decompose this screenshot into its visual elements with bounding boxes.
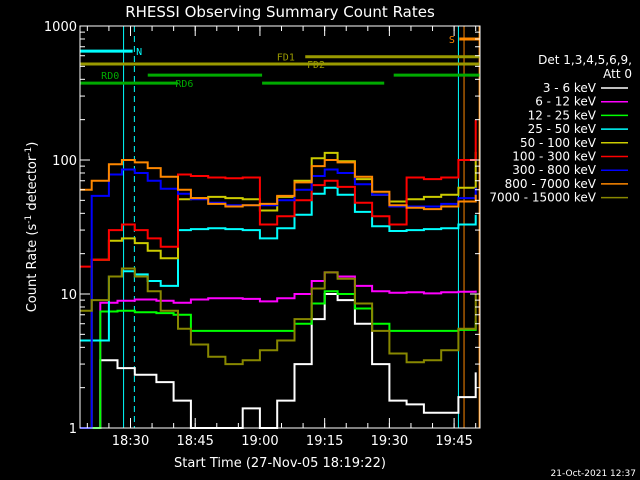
x-tick-label: 18:45 [176,434,213,449]
y-tick-label: 1000 [44,20,77,35]
flag-label: FD1 [277,53,295,64]
axes: 1 10 100 1000 18:30 18:45 19:00 19:15 19:30 19:45 [44,20,480,449]
legend-label: 100 - 300 keV [512,150,596,164]
x-tick-label: 19:30 [371,434,408,449]
x-tick-label: 19:45 [435,434,472,449]
x-tick-label: 19:15 [306,434,343,449]
legend-label: 3 - 6 keV [543,81,597,95]
legend-label: 50 - 100 keV [520,136,597,150]
legend-header-line-2: Att 0 [603,67,632,81]
y-axis-label-part: detector [25,155,40,215]
y-axis-label-superscript: -1 [24,215,34,224]
flag-label: FD2 [307,60,325,71]
legend-label: 7000 - 15000 keV [489,191,596,205]
flag-label: N [136,47,142,58]
legend-label: 12 - 25 keV [528,108,597,122]
y-tick-label: 10 [60,288,77,303]
y-tick-label: 100 [52,154,77,169]
y-axis-label-part: Count Rate (s [25,224,40,313]
y-axis-label-superscript: -1 [24,147,34,156]
series-line [80,267,477,366]
series-line [80,119,477,268]
flag-label: RD6 [175,79,193,90]
series-line [80,159,477,211]
legend-label: 300 - 800 keV [512,163,596,177]
y-axis-label: Count Rate (s-1 detector-1) [24,142,40,313]
legend-label: 800 - 7000 keV [505,177,597,191]
flag-label: RD0 [101,71,119,82]
legend-label: 25 - 50 keV [528,122,597,136]
legend-label: 6 - 12 keV [535,95,597,109]
x-tick-label: 18:30 [112,434,149,449]
legend-header-line-1: Det 1,3,4,5,6,9, [538,53,632,67]
footer-timestamp: 21-Oct-2021 12:37 [551,469,636,479]
x-axis-label: Start Time (27-Nov-05 18:19:22) [174,456,386,471]
series-line [80,271,477,429]
series-line [80,293,477,429]
flag-label: S [449,35,455,46]
series-line [80,168,477,429]
plot-frame [79,25,481,429]
x-tick-label: 19:00 [241,434,278,449]
chart-title: RHESSI Observing Summary Count Rates [125,3,435,21]
y-axis-label-part: ) [25,142,40,147]
y-tick-label: 1 [69,422,77,437]
